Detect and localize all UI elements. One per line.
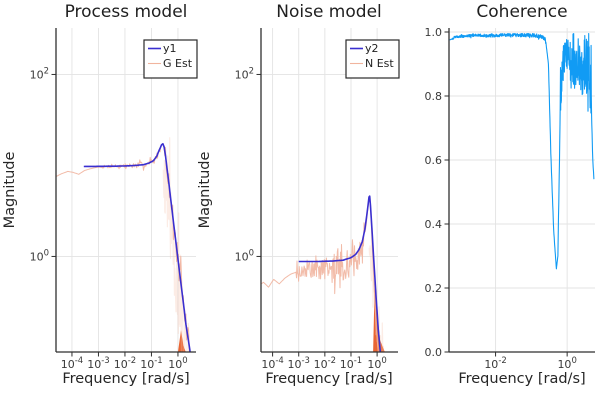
grid	[56, 28, 196, 352]
tick-label: 10-3	[287, 356, 309, 371]
tick-label: 0.4	[425, 218, 443, 231]
subplot-0: 10-4 10-3 10-2 10-1 100 100 102 y1 G Est	[30, 28, 198, 371]
tick-label: 10-2	[484, 356, 506, 371]
tick-label: 10-1	[140, 356, 162, 371]
tick-label: 100	[168, 356, 187, 371]
tick-label: 10-2	[314, 356, 336, 371]
grid	[261, 28, 398, 352]
tick-label: 10-3	[87, 356, 109, 371]
tick-label: 100	[235, 248, 254, 263]
axes	[448, 28, 595, 353]
tick-marks	[51, 73, 179, 357]
tick-label: 100	[30, 248, 49, 263]
tick-labels: 10-4 10-3 10-2 10-1 100 100 102	[30, 66, 188, 371]
tick-labels: 10-2 100 0.0 0.2 0.4 0.6 0.8 1.0	[425, 26, 577, 371]
tick-label: 10-4	[61, 356, 83, 371]
series-y2	[298, 195, 382, 352]
y-axis-label-noise: Magnitude	[197, 151, 213, 229]
x-axis-label-process: Frequency [rad/s]	[62, 371, 190, 387]
legend-label: N Est	[365, 57, 394, 70]
axes	[260, 28, 398, 353]
legend-label: y1	[163, 42, 177, 55]
series-g-est-spread	[162, 137, 190, 352]
subplot-title-noise-model: Noise model	[276, 2, 382, 22]
plot-area	[261, 195, 385, 352]
tick-label: 102	[30, 66, 49, 81]
tick-label: 0.6	[425, 154, 443, 167]
tick-label: 10-2	[114, 356, 136, 371]
plot-area	[56, 137, 191, 352]
tick-label: 0.8	[425, 90, 443, 103]
legend: y1 G Est	[143, 39, 198, 79]
subplot-title-coherence: Coherence	[476, 2, 568, 22]
tick-label: 0.2	[425, 282, 443, 295]
plot-area	[449, 33, 595, 270]
tick-labels: 10-4 10-3 10-2 10-1 100 100 102	[235, 66, 387, 371]
x-axis-label-noise: Frequency [rad/s]	[265, 371, 393, 387]
grid	[449, 28, 595, 352]
legend-label: y2	[365, 42, 379, 55]
tick-label: 102	[235, 66, 254, 81]
tick-label: 10-4	[261, 356, 283, 371]
tick-label: 0.0	[425, 346, 443, 359]
legend: y2 N Est	[345, 39, 400, 79]
tick-label: 100	[557, 356, 576, 371]
series-coherence	[449, 33, 595, 270]
x-axis-label-coherence: Frequency [rad/s]	[458, 371, 586, 387]
tick-label: 1.0	[425, 26, 443, 39]
legend-label: G Est	[163, 57, 193, 70]
legend-box	[143, 39, 198, 79]
subplot-title-process-model: Process model	[64, 2, 188, 22]
tick-label: 100	[367, 356, 386, 371]
tick-label: 10-1	[340, 356, 362, 371]
tick-marks	[256, 73, 378, 357]
tick-marks	[444, 31, 568, 357]
axes	[55, 28, 196, 353]
y-axis-label-process: Magnitude	[2, 151, 18, 229]
legend-box	[345, 39, 400, 79]
series-y1	[83, 143, 191, 352]
series-n-est	[261, 198, 379, 352]
subplot-1: 10-4 10-3 10-2 10-1 100 100 102 y2 N Est	[235, 28, 400, 371]
subplot-2: 10-2 100 0.0 0.2 0.4 0.6 0.8 1.0	[425, 26, 595, 371]
fill-g-est-highfreq-mass	[177, 330, 186, 352]
